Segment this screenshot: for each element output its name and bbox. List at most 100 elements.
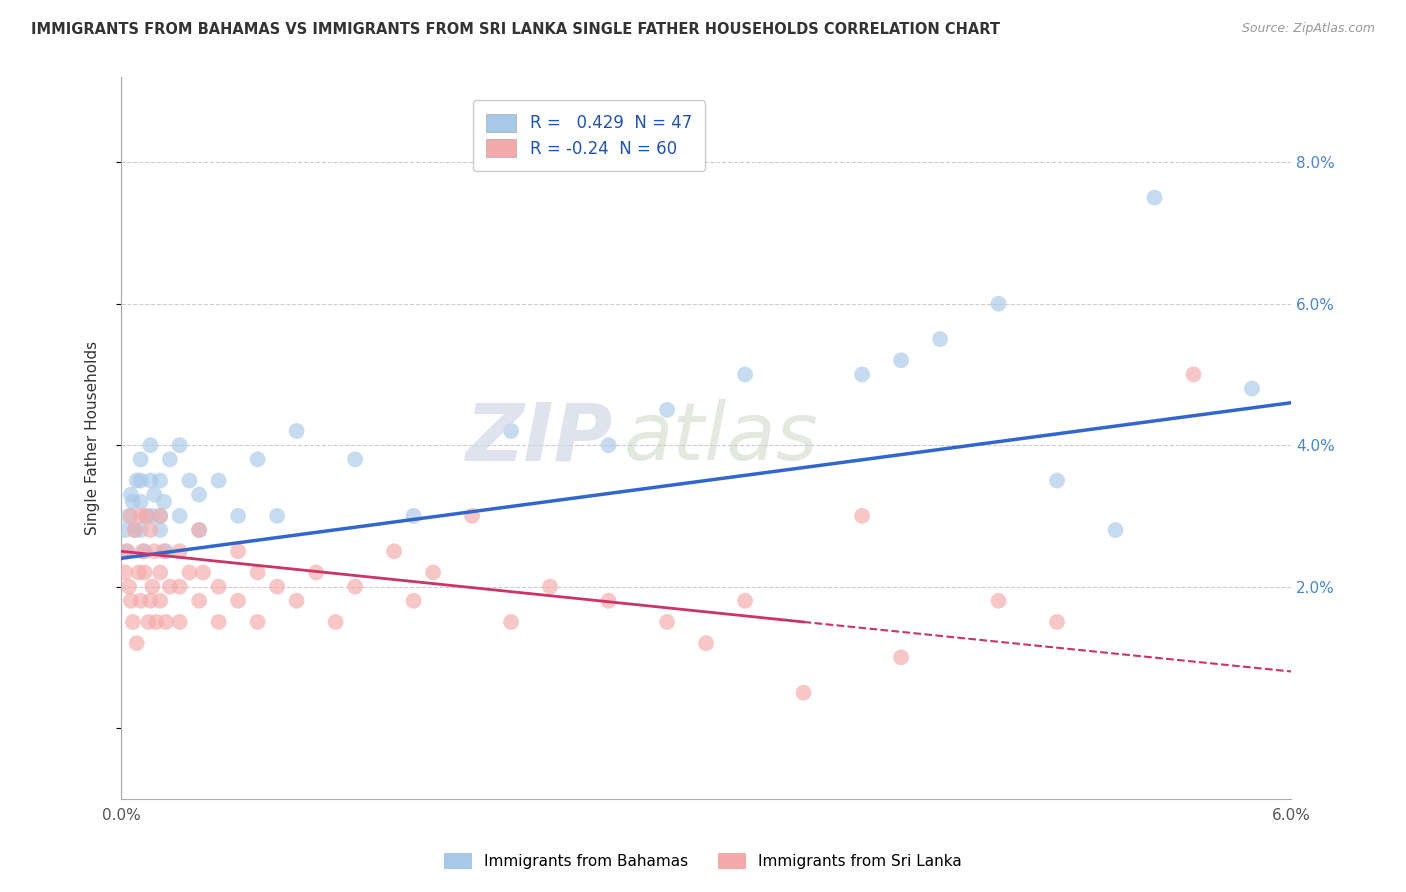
Point [890,650,912,665]
Point [179,566,201,580]
Point [188,523,211,537]
Point [655,615,678,629]
Point [188,593,211,607]
Point [598,438,620,452]
Point [129,494,152,508]
Point [141,508,163,523]
Point [143,488,166,502]
Point [149,566,172,580]
Point [987,297,1010,311]
Point [129,593,152,607]
Point [139,593,162,607]
Legend: R =   0.429  N = 47, R = -0.24  N = 60: R = 0.429 N = 47, R = -0.24 N = 60 [472,100,706,171]
Point [169,438,191,452]
Point [793,686,815,700]
Point [266,580,288,594]
Text: atlas: atlas [624,399,818,477]
Point [325,615,347,629]
Point [538,580,561,594]
Point [121,494,143,508]
Point [285,424,308,438]
Point [143,544,166,558]
Point [169,508,191,523]
Point [145,615,167,629]
Point [155,615,177,629]
Text: IMMIGRANTS FROM BAHAMAS VS IMMIGRANTS FROM SRI LANKA SINGLE FATHER HOUSEHOLDS CO: IMMIGRANTS FROM BAHAMAS VS IMMIGRANTS FR… [31,22,1000,37]
Point [149,474,172,488]
Point [135,508,157,523]
Point [246,615,269,629]
Point [191,566,214,580]
Text: ZIP: ZIP [465,399,613,477]
Text: Source: ZipAtlas.com: Source: ZipAtlas.com [1241,22,1375,36]
Point [501,424,523,438]
Point [929,332,952,346]
Point [153,494,176,508]
Point [695,636,717,650]
Point [153,544,176,558]
Point [129,508,152,523]
Point [598,593,620,607]
Point [226,593,249,607]
Point [207,615,229,629]
Point [226,544,249,558]
Point [285,593,308,607]
Point [1143,191,1166,205]
Point [422,566,444,580]
Point [139,438,162,452]
Point [226,508,249,523]
Point [188,523,211,537]
Point [890,353,912,368]
Point [115,544,138,558]
Point [124,523,146,537]
Point [179,474,201,488]
Point [118,508,141,523]
Point [734,368,756,382]
Point [149,508,172,523]
Point [120,508,142,523]
Point [1104,523,1126,537]
Point [851,508,873,523]
Point [169,580,191,594]
Point [155,544,177,558]
Point [1046,474,1069,488]
Point [207,474,229,488]
Point [118,580,141,594]
Point [1240,382,1263,396]
Point [129,474,152,488]
Point [344,452,367,467]
Point [655,402,678,417]
Point [382,544,405,558]
Point [188,488,211,502]
Point [461,508,484,523]
Point [734,593,756,607]
Point [851,368,873,382]
Point [266,508,288,523]
Point [128,566,150,580]
Point [138,615,160,629]
Point [159,452,181,467]
Point [169,615,191,629]
Point [129,452,152,467]
Point [344,580,367,594]
Point [134,566,156,580]
Point [121,615,143,629]
Point [124,523,146,537]
Point [129,523,152,537]
Point [207,580,229,594]
Point [246,452,269,467]
Point [134,544,156,558]
Point [115,544,138,558]
Point [305,566,328,580]
Point [246,566,269,580]
Point [120,593,142,607]
Point [402,508,425,523]
Point [139,523,162,537]
Point [149,593,172,607]
Point [141,580,163,594]
Point [1182,368,1205,382]
Point [120,488,142,502]
Point [149,523,172,537]
Point [501,615,523,629]
Y-axis label: Single Father Households: Single Father Households [86,341,100,535]
